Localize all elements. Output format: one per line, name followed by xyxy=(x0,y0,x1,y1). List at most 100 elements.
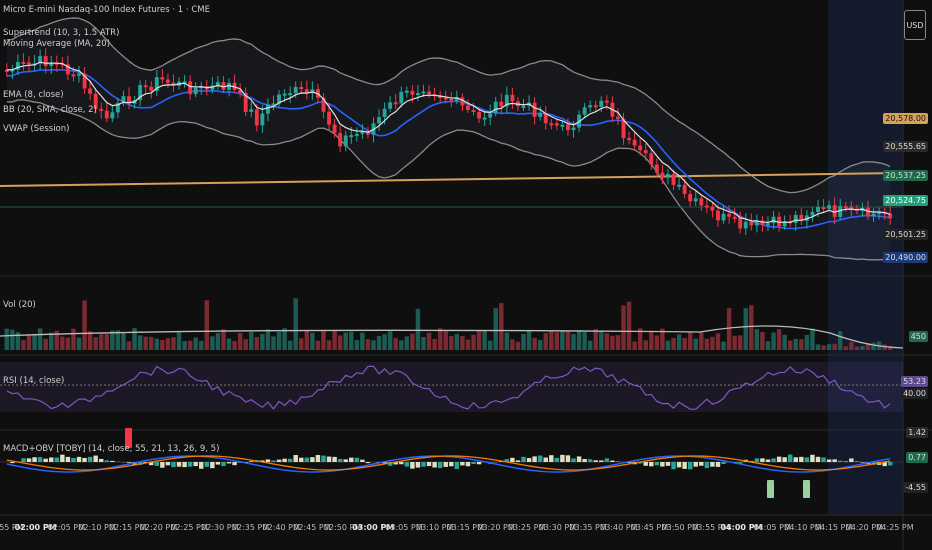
macd-hist xyxy=(854,461,860,462)
time-axis-label: 03:15 PM xyxy=(446,523,485,532)
volume-bar xyxy=(15,332,21,350)
macd-hist xyxy=(576,456,582,462)
legend-rsi[interactable]: RSI (14, close) xyxy=(3,376,65,386)
volume-bar xyxy=(76,337,82,350)
legend-bb[interactable]: BB (20, SMA, close, 2) xyxy=(3,105,97,115)
candle xyxy=(377,117,381,124)
macd-hist xyxy=(415,462,421,468)
volume-bar xyxy=(849,342,854,350)
volume-bar xyxy=(376,335,382,350)
macd-hist xyxy=(471,462,476,465)
candle xyxy=(543,113,548,124)
candle xyxy=(499,101,504,107)
time-axis-label: 02:50 PM xyxy=(323,523,362,532)
volume-bar xyxy=(126,341,132,350)
macd-hist xyxy=(321,455,326,462)
volume-bar xyxy=(521,333,526,350)
macd-hist xyxy=(704,462,710,469)
macd-hist xyxy=(582,459,587,462)
legend-volume[interactable]: Vol (20) xyxy=(3,300,36,310)
volume-bar xyxy=(343,332,348,350)
macd-hist xyxy=(60,454,65,462)
currency-button[interactable]: USD xyxy=(904,10,926,40)
candle xyxy=(560,124,565,127)
candle xyxy=(632,139,637,146)
macd-hist xyxy=(126,462,132,463)
volume-bar xyxy=(315,340,321,350)
bb-upper xyxy=(6,17,891,194)
legend-ema[interactable]: EMA (8, close) xyxy=(3,90,64,100)
macd-hist xyxy=(643,462,648,466)
macd-hist xyxy=(287,458,293,462)
candle xyxy=(766,223,770,226)
volume-bar xyxy=(671,337,676,350)
volume-bar xyxy=(337,335,343,350)
volume-bar xyxy=(554,332,560,350)
macd-hist xyxy=(315,454,321,462)
candle xyxy=(843,206,848,209)
candle xyxy=(493,101,498,114)
macd-hist xyxy=(599,460,604,462)
macd-hist xyxy=(887,462,893,466)
macd-hist xyxy=(771,458,776,462)
symbol-title[interactable]: Micro E-mini Nasdaq-100 Index Futures · … xyxy=(3,5,210,15)
volume-bar xyxy=(887,346,893,350)
candle xyxy=(454,97,459,101)
macd-hist xyxy=(610,460,615,462)
candle xyxy=(277,94,281,104)
volume-bar xyxy=(865,342,871,350)
time-axis-label: 02:10 PM xyxy=(78,523,116,532)
macd-hist xyxy=(399,462,404,465)
macd-hist xyxy=(221,462,226,467)
macd-hist xyxy=(532,456,537,462)
volume-bar xyxy=(593,329,598,350)
macd-hist xyxy=(271,460,276,462)
candle xyxy=(482,117,487,120)
macd-hist xyxy=(326,456,332,462)
macd-hist xyxy=(454,462,460,469)
volume-bar xyxy=(404,336,410,350)
volume-bar xyxy=(176,332,182,350)
candle xyxy=(677,184,682,187)
macd-hist xyxy=(210,462,215,469)
macd-hist xyxy=(437,462,443,469)
candle xyxy=(138,85,143,101)
candle xyxy=(521,105,526,108)
candle xyxy=(721,213,726,221)
volume-bar xyxy=(665,340,671,350)
rsi-label: 53.23 xyxy=(901,376,928,387)
candle xyxy=(160,77,165,80)
legend-vwap[interactable]: VWAP (Session) xyxy=(3,124,70,134)
volume-bar xyxy=(643,340,648,350)
candle xyxy=(538,113,543,117)
macd-hist xyxy=(649,462,654,467)
macd-hist xyxy=(465,462,471,467)
candle xyxy=(210,85,215,90)
candle xyxy=(43,56,48,66)
volume-bar xyxy=(332,330,337,350)
candle xyxy=(382,108,387,118)
macd-hist xyxy=(276,459,282,462)
macd-hist xyxy=(804,457,810,462)
candle xyxy=(171,82,176,86)
time-axis-label: 02:05 PM xyxy=(47,523,86,532)
candle xyxy=(121,96,126,103)
candle xyxy=(593,105,598,108)
main-legend: Micro E-mini Nasdaq-100 Index Futures · … xyxy=(3,5,210,135)
legend-macd[interactable]: MACD+OBV [TOBY] (14, close, 55, 21, 13, … xyxy=(3,444,220,454)
volume-bar xyxy=(393,337,398,350)
candle xyxy=(388,102,393,109)
volume-bar xyxy=(621,305,626,350)
rsi-label: 40.00 xyxy=(901,388,928,399)
candle xyxy=(777,216,782,227)
macd-hist xyxy=(571,458,576,462)
legend-ma[interactable]: Moving Average (MA, 20) xyxy=(3,39,111,49)
volume-bar xyxy=(682,338,687,350)
legend-supertrend[interactable]: Supertrend (10, 3, 1.5 ATR) xyxy=(3,28,120,38)
candle xyxy=(88,88,93,94)
candle xyxy=(149,86,154,91)
volume-bar xyxy=(754,329,760,350)
volume-bar xyxy=(54,330,60,350)
candle xyxy=(649,153,654,165)
